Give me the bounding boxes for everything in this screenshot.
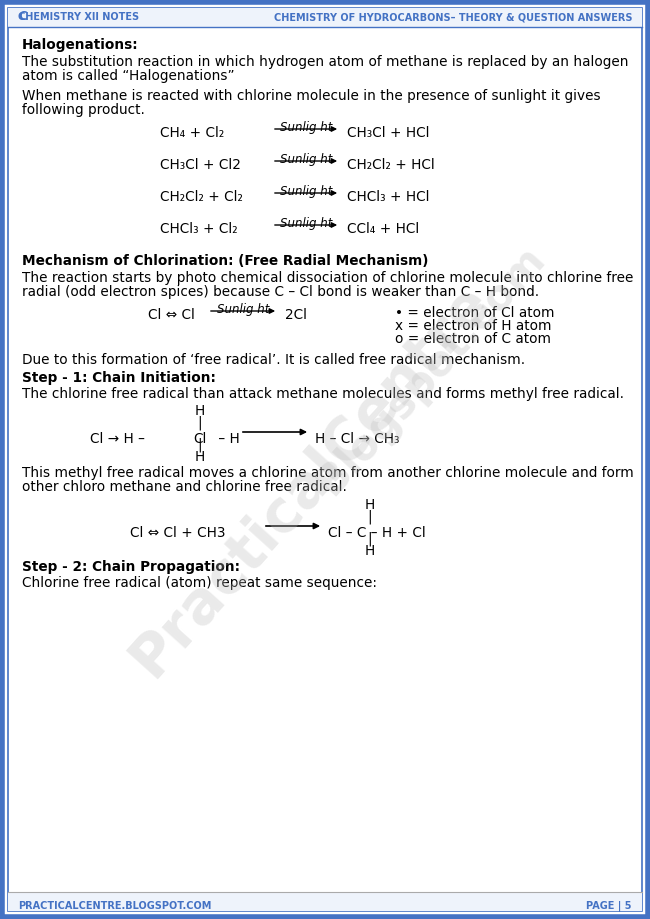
Text: The substitution reaction in which hydrogen atom of methane is replaced by an ha: The substitution reaction in which hydro…: [22, 55, 629, 69]
Text: When methane is reacted with chlorine molecule in the presence of sunlight it gi: When methane is reacted with chlorine mo…: [22, 89, 601, 103]
Text: PRACTICALCENTRE.BLOGSPOT.COM: PRACTICALCENTRE.BLOGSPOT.COM: [18, 901, 211, 911]
Text: |: |: [368, 532, 372, 547]
Text: Sunlig ht: Sunlig ht: [217, 303, 269, 316]
Text: Sunlig ht: Sunlig ht: [280, 217, 332, 230]
Text: Sunlig ht: Sunlig ht: [280, 185, 332, 198]
Text: Due to this formation of ‘free radical’. It is called free radical mechanism.: Due to this formation of ‘free radical’.…: [22, 353, 525, 367]
Text: other chloro methane and chlorine free radical.: other chloro methane and chlorine free r…: [22, 480, 347, 494]
Text: CHEMISTRY OF HYDROCARBONS– THEORY & QUESTION ANSWERS: CHEMISTRY OF HYDROCARBONS– THEORY & QUES…: [274, 12, 632, 22]
Text: H: H: [365, 498, 375, 512]
Text: H: H: [195, 450, 205, 464]
Text: The chlorine free radical than attack methane molecules and forms methyl free ra: The chlorine free radical than attack me…: [22, 387, 624, 401]
Text: following product.: following product.: [22, 103, 145, 117]
Text: Mechanism of Chlorination: (Free Radial Mechanism): Mechanism of Chlorination: (Free Radial …: [22, 254, 428, 268]
Bar: [8, 893, 642, 911]
Text: Cl: Cl: [193, 432, 207, 446]
Text: CH₃Cl + HCl: CH₃Cl + HCl: [347, 126, 430, 140]
Text: |: |: [198, 416, 202, 430]
Text: Cl ⇔ Cl: Cl ⇔ Cl: [148, 308, 195, 322]
Text: |: |: [198, 438, 202, 452]
Text: The reaction starts by photo chemical dissociation of chlorine molecule into chl: The reaction starts by photo chemical di…: [22, 271, 633, 285]
Text: Sunlig ht: Sunlig ht: [280, 121, 332, 134]
Text: PAGE | 5: PAGE | 5: [586, 901, 632, 912]
Text: PracticalCentre: PracticalCentre: [119, 272, 501, 687]
Text: radial (odd electron spices) because C – Cl bond is weaker than C – H bond.: radial (odd electron spices) because C –…: [22, 285, 539, 299]
Text: 2Cl: 2Cl: [285, 308, 307, 322]
Text: Cl – C – H + Cl: Cl – C – H + Cl: [328, 526, 426, 540]
Text: Blogspot.com: Blogspot.com: [307, 237, 552, 503]
Text: x = electron of H atom: x = electron of H atom: [395, 319, 551, 333]
Text: Halogenations:: Halogenations:: [22, 38, 138, 52]
Text: H: H: [365, 544, 375, 558]
Text: Step - 1: Chain Initiation:: Step - 1: Chain Initiation:: [22, 371, 216, 385]
Text: |: |: [368, 510, 372, 525]
Text: H: H: [195, 404, 205, 418]
Text: H – Cl → CH₃: H – Cl → CH₃: [315, 432, 400, 446]
Text: o = electron of C atom: o = electron of C atom: [395, 332, 551, 346]
Text: This methyl free radical moves a chlorine atom from another chlorine molecule an: This methyl free radical moves a chlorin…: [22, 466, 634, 480]
Text: Cl → H –: Cl → H –: [90, 432, 145, 446]
Text: Step - 2: Chain Propagation:: Step - 2: Chain Propagation:: [22, 560, 240, 574]
Text: CH₃Cl + Cl2: CH₃Cl + Cl2: [160, 158, 241, 172]
Text: CHEMISTRY XII NOTES: CHEMISTRY XII NOTES: [18, 12, 139, 22]
Text: CHCl₃ + Cl₂: CHCl₃ + Cl₂: [160, 222, 238, 236]
Text: atom is called “Halogenations”: atom is called “Halogenations”: [22, 69, 235, 83]
Text: CCl₄ + HCl: CCl₄ + HCl: [347, 222, 419, 236]
Text: CH₄ + Cl₂: CH₄ + Cl₂: [160, 126, 224, 140]
Text: Sunlig ht: Sunlig ht: [280, 153, 332, 166]
Text: CHCl₃ + HCl: CHCl₃ + HCl: [347, 190, 430, 204]
Text: CH₂Cl₂ + HCl: CH₂Cl₂ + HCl: [347, 158, 435, 172]
Text: – H: – H: [214, 432, 240, 446]
Text: • = electron of Cl atom: • = electron of Cl atom: [395, 306, 554, 320]
Text: CH₂Cl₂ + Cl₂: CH₂Cl₂ + Cl₂: [160, 190, 243, 204]
Text: Cl ⇔ Cl + CH3: Cl ⇔ Cl + CH3: [130, 526, 226, 540]
Text: C: C: [18, 10, 27, 24]
Bar: [8, 8, 642, 27]
Text: Chlorine free radical (atom) repeat same sequence:: Chlorine free radical (atom) repeat same…: [22, 576, 377, 590]
